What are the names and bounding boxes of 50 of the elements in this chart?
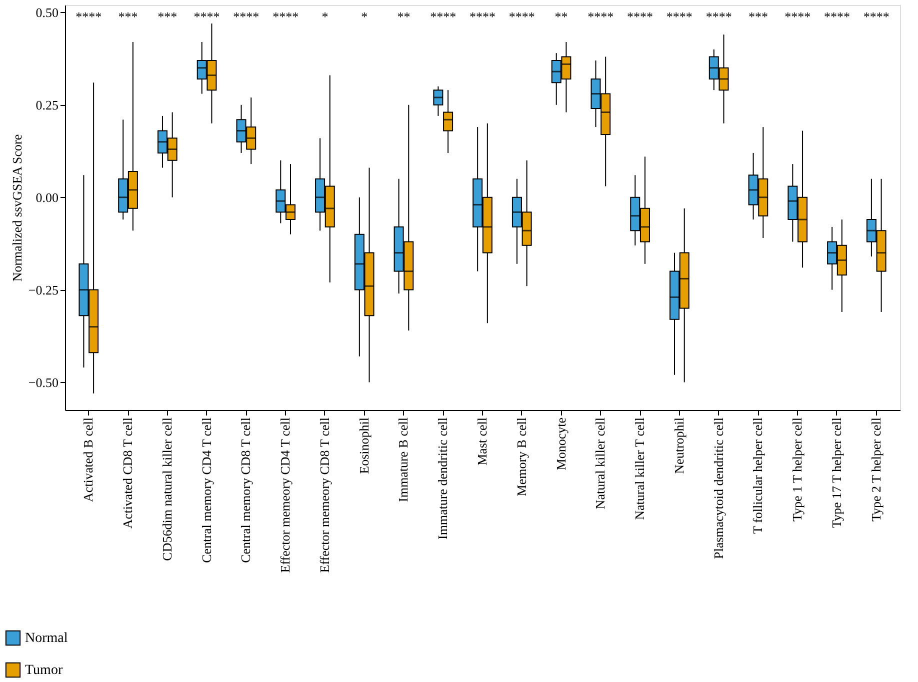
x-tick-label: Type 17 T helper cell <box>828 417 844 528</box>
annotation: **** <box>863 9 890 24</box>
x-tick-label: Activated B cell <box>80 417 96 502</box>
x-tick-label: Natural killer cell <box>592 417 608 510</box>
x-tick-label: Central memory CD8 T cell <box>238 417 254 563</box>
annotation: *** <box>158 9 178 24</box>
x-tick-label: Immature dendritic cell <box>435 417 450 540</box>
annotation: **** <box>194 9 220 24</box>
annotation: **** <box>430 9 456 24</box>
annotation: **** <box>627 9 654 24</box>
annotation: **** <box>706 9 732 24</box>
annotation: ** <box>554 9 568 24</box>
x-tick-label: Activated CD8 T cell <box>120 417 136 529</box>
annotation: **** <box>784 9 811 24</box>
annotation: **** <box>588 9 614 24</box>
x-tick-label: Eosinophil <box>356 417 372 474</box>
x-tick-label: Type 2 T helper cell <box>868 417 884 522</box>
y-tick-label: −0.25 <box>28 282 58 298</box>
x-tick-label: Effector memeory CD4 T cell <box>278 417 293 573</box>
y-tick-label: 0.25 <box>36 97 58 112</box>
y-tick-label: −0.50 <box>28 374 58 390</box>
x-tick-label: Memory B cell <box>514 417 529 496</box>
annotation: **** <box>666 9 692 24</box>
x-tick-label: Monocyte <box>553 417 568 470</box>
annotation: *** <box>118 9 138 24</box>
x-tick-label: Plasmacytoid dendritic cell <box>710 417 726 560</box>
annotation: ** <box>397 9 410 24</box>
annotation: **** <box>824 9 850 24</box>
annotation: * <box>322 9 328 24</box>
annotation: **** <box>76 9 102 24</box>
y-tick-label: 0.00 <box>36 190 58 205</box>
x-tick-label: Natural killer T cell <box>632 417 648 520</box>
annotation: **** <box>508 9 535 24</box>
x-tick-label: Mast cell <box>474 417 490 466</box>
legend-label: Normal <box>25 631 68 646</box>
x-tick-label: Effector memeory CD8 T cell <box>316 417 332 573</box>
annotation: **** <box>272 9 299 24</box>
x-tick-label: T follicular helper cell <box>750 417 766 534</box>
annotation: **** <box>470 9 496 24</box>
annotation: *** <box>748 9 768 24</box>
legend-label: Tumor <box>25 663 63 678</box>
x-tick-label: Neutrophil <box>671 417 686 474</box>
x-tick-label: Central memory CD4 T cell <box>198 417 214 563</box>
x-tick-label: CD56dim natural killer cell <box>159 417 174 561</box>
y-axis-title: Normalized ssvGSEA Score <box>9 134 24 282</box>
annotation: * <box>361 9 368 24</box>
x-tick-label: Type 1 T helper cell <box>790 417 805 522</box>
y-tick-label: 0.50 <box>36 4 58 20</box>
x-tick-label: Immature B cell <box>396 417 411 502</box>
annotation: **** <box>233 9 260 24</box>
